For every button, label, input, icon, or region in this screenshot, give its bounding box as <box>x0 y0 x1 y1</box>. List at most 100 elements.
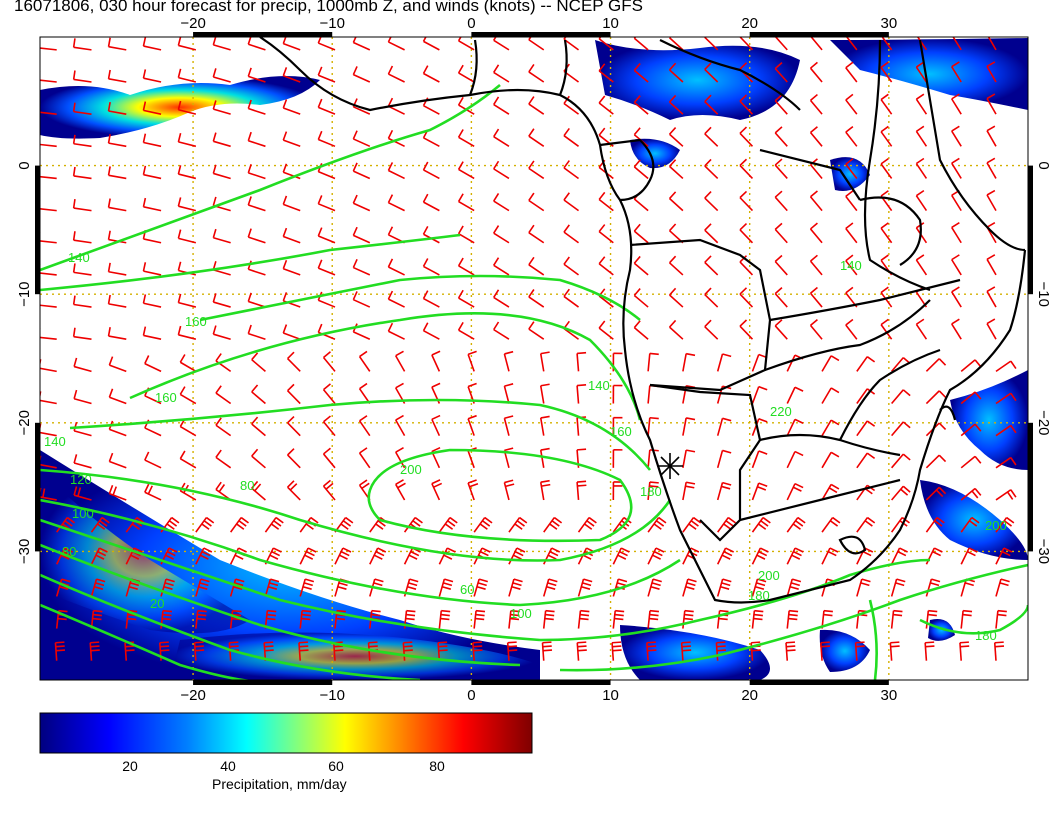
wind-barb <box>577 516 597 533</box>
wind-barb <box>786 578 802 597</box>
wind-barb <box>142 197 162 212</box>
wind-barb <box>960 391 982 405</box>
wind-barb <box>369 547 387 565</box>
wind-barb <box>457 129 475 148</box>
wind-barb <box>563 288 580 308</box>
contour-label: 60 <box>460 582 474 597</box>
wind-barb <box>177 197 197 212</box>
wind-barb <box>751 516 771 533</box>
wind-barb <box>995 489 1017 501</box>
wind-barb <box>856 578 871 597</box>
wind-barb <box>845 318 858 340</box>
wind-barb <box>212 293 231 308</box>
frame-segment <box>471 32 611 37</box>
wind-barb <box>322 447 336 469</box>
wind-barb <box>543 516 563 533</box>
contour-label: 20 <box>150 596 164 611</box>
wind-barb <box>959 641 970 661</box>
wind-barb <box>810 37 823 51</box>
wind-barb <box>716 353 732 372</box>
wind-barb <box>144 451 162 469</box>
lat-tick-label: 0 <box>16 161 33 169</box>
wind-barb <box>107 134 127 148</box>
wind-barb <box>107 327 127 340</box>
wind-barb <box>612 416 623 436</box>
wind-barb <box>287 448 301 469</box>
wind-barb <box>539 383 550 404</box>
wind-barb <box>986 286 997 308</box>
wind-barb <box>668 319 684 340</box>
wind-barb <box>144 355 162 373</box>
wind-barb <box>503 415 514 436</box>
wind-barb <box>774 126 788 147</box>
wind-barb <box>809 254 823 276</box>
wind-barb <box>322 415 336 437</box>
map-title: 16071806, 030 hour forecast for precip, … <box>14 0 643 15</box>
wind-barb <box>264 578 280 597</box>
contour-label: 140 <box>44 434 66 449</box>
wind-barb <box>856 452 876 469</box>
wind-barb <box>177 100 197 115</box>
wind-barb <box>845 254 858 276</box>
wind-barb <box>528 321 545 340</box>
wind-barb <box>195 578 210 597</box>
wind-barb <box>633 223 649 244</box>
axis-tick-labels: −20 −20 −10 −10 0 0 10 10 20 20 30 30 0 0 −10 −10 −20 −20… <box>16 15 1052 704</box>
frame-segment <box>35 422 40 552</box>
wind-barb <box>125 547 143 565</box>
wind-barb <box>785 641 796 661</box>
wind-barb <box>193 641 205 661</box>
wind-barb <box>751 482 768 501</box>
wind-barb <box>177 293 197 308</box>
wind-barb <box>633 255 649 276</box>
contour-label: 160 <box>610 424 632 439</box>
wind-barb <box>387 37 405 51</box>
wind-barb <box>282 259 301 276</box>
wind-barb <box>786 386 804 404</box>
wind-barb <box>891 389 911 405</box>
wind-barb <box>891 453 911 469</box>
wind-barb <box>647 449 659 468</box>
wind-barb <box>774 158 788 179</box>
wind-barb <box>299 578 315 597</box>
wind-barb <box>925 578 941 597</box>
wind-barb <box>72 327 92 341</box>
lat-tick-label: 0 <box>1035 161 1052 169</box>
wind-barb <box>890 609 903 629</box>
wind-barb <box>786 547 804 565</box>
wind-barb <box>563 256 580 276</box>
wind-barb <box>422 65 440 83</box>
wind-barb <box>960 423 982 437</box>
wind-barb <box>72 102 92 115</box>
wind-barb <box>951 93 962 115</box>
wind-barb <box>598 63 614 83</box>
wind-barb <box>457 64 475 83</box>
wind-barb <box>647 547 665 565</box>
wind-barb <box>215 385 232 405</box>
wind-barb <box>845 93 858 115</box>
wind-barb <box>786 482 804 501</box>
wind-barb <box>739 190 754 212</box>
wind-barb <box>845 37 858 51</box>
wind-barb <box>986 93 997 115</box>
wind-barb <box>539 351 550 372</box>
wind-barb <box>880 222 893 244</box>
wind-barb <box>247 67 266 83</box>
wind-barb <box>467 414 477 436</box>
wind-barb <box>576 384 587 404</box>
wind-barb <box>108 388 127 405</box>
wind-barb <box>352 37 371 51</box>
wind-barb <box>352 291 371 308</box>
wind-barb <box>880 286 893 308</box>
wind-barb <box>352 259 371 276</box>
lat-tick-label: −30 <box>1035 539 1052 564</box>
wind-barb <box>925 609 938 629</box>
wind-barb <box>528 192 545 212</box>
wind-barb <box>986 254 997 276</box>
wind-barb <box>90 547 108 565</box>
wind-barb <box>493 64 510 83</box>
wind-barb <box>142 165 162 180</box>
wind-barb <box>542 578 558 597</box>
wind-barb <box>633 63 649 83</box>
wind-barb <box>287 480 301 501</box>
